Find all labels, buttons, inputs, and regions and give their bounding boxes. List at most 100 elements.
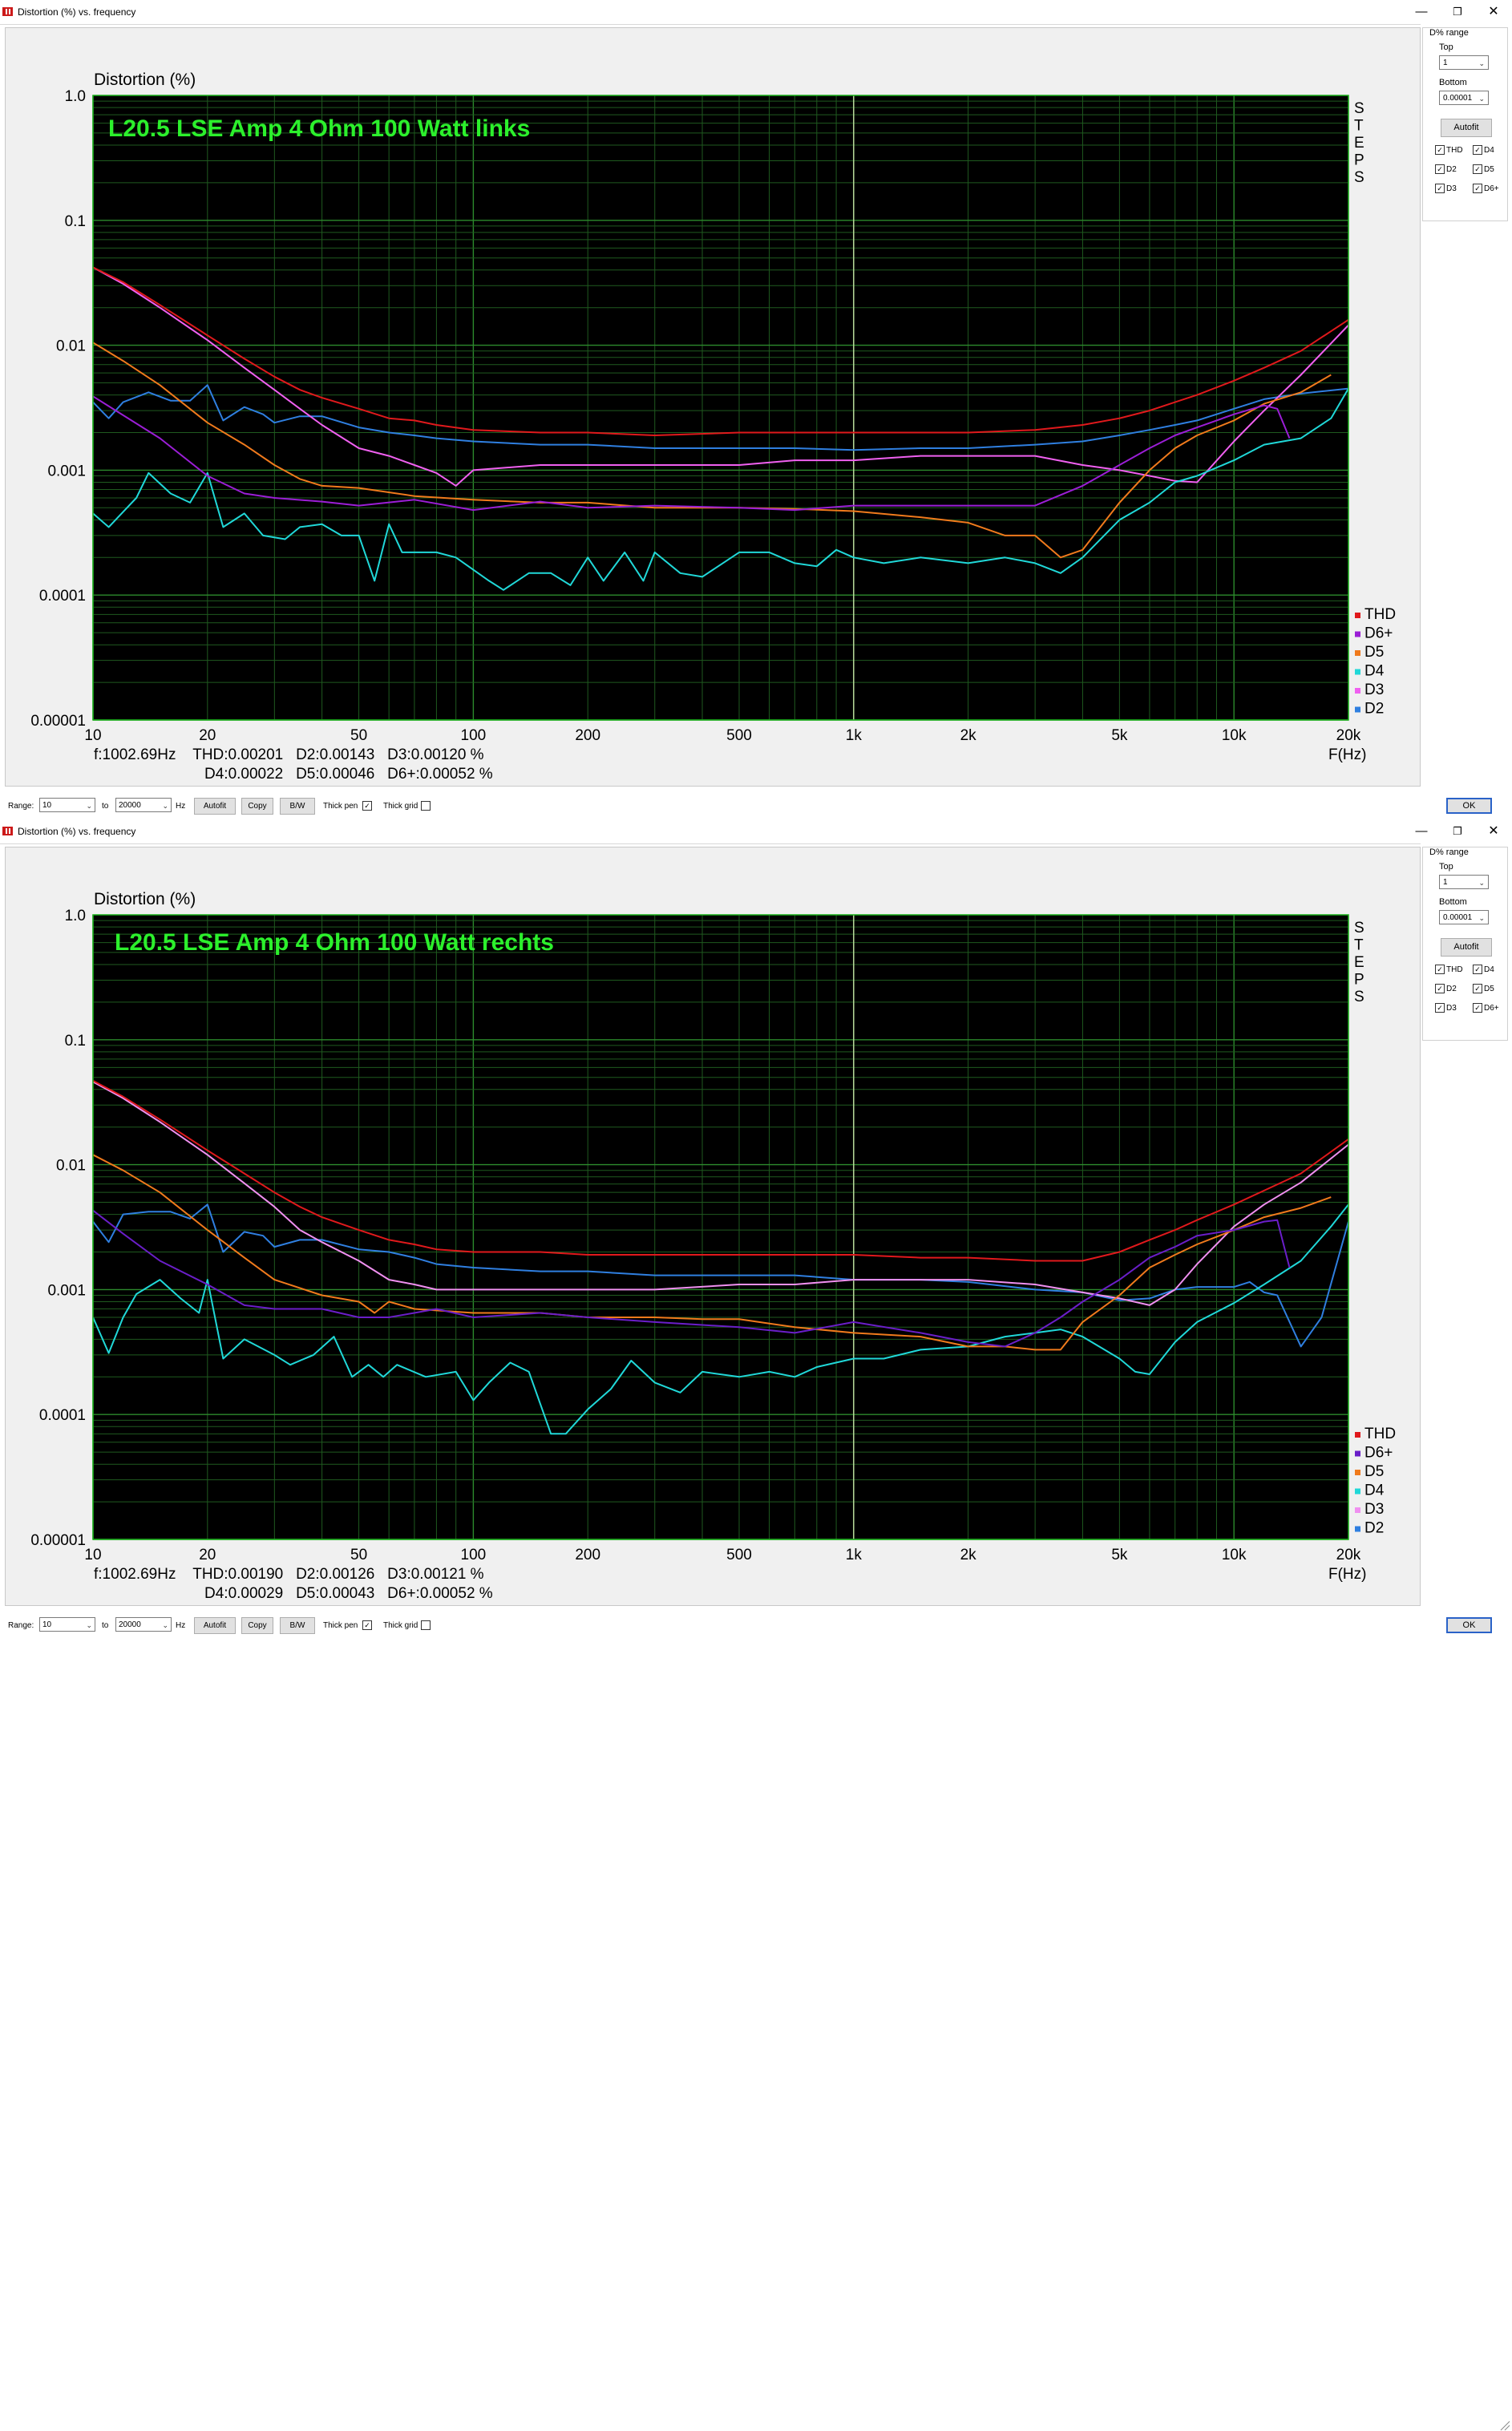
bw-button[interactable]: B/W bbox=[280, 798, 315, 815]
legend-label: D2 bbox=[1364, 701, 1384, 718]
checkbox-d3[interactable]: ✓ D3 bbox=[1435, 184, 1457, 193]
series-line-d4 bbox=[92, 1203, 1349, 1435]
steps-letter: T bbox=[1354, 118, 1364, 135]
y-axis-title: Distortion (%) bbox=[94, 890, 196, 908]
x-tick-label: 20k bbox=[1336, 727, 1361, 744]
title-bar: Distortion (%) vs. frequency — ❐ ✕ bbox=[0, 819, 1512, 844]
top-select[interactable]: 1 ⌄ bbox=[1439, 875, 1489, 889]
legend-swatch bbox=[1355, 1432, 1360, 1438]
checkbox-thd[interactable]: ✓ THD bbox=[1435, 965, 1463, 974]
x-tick-label: 20k bbox=[1336, 1547, 1361, 1563]
legend-swatch bbox=[1355, 650, 1360, 656]
range-to-select[interactable]: 20000 ⌄ bbox=[115, 798, 172, 812]
y-tick-label: 0.01 bbox=[56, 338, 86, 355]
checkbox-d4[interactable]: ✓ D4 bbox=[1473, 145, 1494, 155]
chart-area: Distortion (%) L20.5 LSE Amp 4 Ohm 100 W… bbox=[5, 847, 1421, 1606]
checkbox-d3[interactable]: ✓ D3 bbox=[1435, 1003, 1457, 1013]
plot-frame bbox=[92, 914, 1349, 1540]
legend-swatch bbox=[1355, 1470, 1360, 1475]
x-tick-label: 200 bbox=[575, 727, 600, 744]
thick-grid-checkbox[interactable] bbox=[421, 801, 431, 811]
minimize-icon[interactable]: — bbox=[1415, 824, 1428, 838]
y-tick-label: 0.0001 bbox=[39, 1407, 86, 1424]
x-tick-label: 100 bbox=[461, 727, 487, 744]
series-line-thd bbox=[92, 1080, 1349, 1262]
ok-button[interactable]: OK bbox=[1446, 798, 1492, 814]
x-tick-label: 500 bbox=[726, 1547, 752, 1563]
y-tick-label: 0.1 bbox=[65, 1033, 86, 1050]
x-tick-labels: 10 20 50 100 200 500 1k 2k 5k 10k 20k bbox=[84, 727, 1360, 744]
x-tick-label: 10k bbox=[1222, 1547, 1247, 1563]
ok-button[interactable]: OK bbox=[1446, 1617, 1492, 1633]
d-range-group: D% range Top 1 ⌄ Bottom 0.00001 ⌄ Autofit … bbox=[1422, 27, 1508, 221]
checkbox-icon: ✓ bbox=[1473, 164, 1482, 174]
steps-letter: E bbox=[1354, 135, 1364, 152]
close-icon[interactable]: ✕ bbox=[1488, 824, 1499, 838]
range-from-select[interactable]: 10 ⌄ bbox=[39, 798, 95, 812]
top-label: Top bbox=[1439, 862, 1453, 872]
chevron-down-icon: ⌄ bbox=[1478, 914, 1485, 922]
distortion-chart: Distortion (%) L20.5 LSE Amp 4 Ohm 100 W… bbox=[30, 71, 1396, 783]
checkbox-icon: ✓ bbox=[1473, 145, 1482, 155]
autofit-button[interactable]: Autofit bbox=[194, 1617, 236, 1634]
d-range-label: D% range bbox=[1429, 28, 1469, 38]
legend-swatch bbox=[1355, 688, 1360, 694]
bw-button[interactable]: B/W bbox=[280, 1617, 315, 1634]
copy-button[interactable]: Copy bbox=[241, 798, 273, 815]
y-tick-label: 0.1 bbox=[65, 213, 86, 230]
top-label: Top bbox=[1439, 42, 1453, 52]
bottom-select[interactable]: 0.00001 ⌄ bbox=[1439, 91, 1489, 105]
autofit-range-button[interactable]: Autofit bbox=[1441, 119, 1492, 137]
chevron-down-icon: ⌄ bbox=[1478, 879, 1485, 887]
steps-letter: S bbox=[1354, 169, 1364, 186]
series-line-d6plus bbox=[92, 395, 1291, 512]
checkbox-d5[interactable]: ✓ D5 bbox=[1473, 164, 1494, 174]
range-from-select[interactable]: 10 ⌄ bbox=[39, 1617, 95, 1632]
close-icon[interactable]: ✕ bbox=[1488, 5, 1499, 18]
thick-pen-checkbox[interactable]: ✓ bbox=[362, 1620, 372, 1630]
bottom-select[interactable]: 0.00001 ⌄ bbox=[1439, 910, 1489, 924]
series-line-d2 bbox=[92, 384, 1349, 451]
top-select[interactable]: 1 ⌄ bbox=[1439, 55, 1489, 70]
legend-label: THD bbox=[1364, 606, 1396, 623]
checkbox-d5[interactable]: ✓ D5 bbox=[1473, 984, 1494, 993]
distortion-chart: Distortion (%) L20.5 LSE Amp 4 Ohm 100 W… bbox=[30, 890, 1396, 1602]
checkbox-d6plus[interactable]: ✓ D6+ bbox=[1473, 184, 1499, 193]
thick-pen-checkbox[interactable]: ✓ bbox=[362, 801, 372, 811]
range-to-select[interactable]: 20000 ⌄ bbox=[115, 1617, 172, 1632]
restore-icon[interactable]: ❐ bbox=[1453, 825, 1462, 837]
x-axis-title: F(Hz) bbox=[1328, 1566, 1366, 1583]
legend-label: D3 bbox=[1364, 1501, 1384, 1518]
checkbox-thd[interactable]: ✓ THD bbox=[1435, 145, 1463, 155]
series-line-d5 bbox=[92, 1154, 1332, 1351]
autofit-range-button[interactable]: Autofit bbox=[1441, 938, 1492, 957]
checkbox-icon: ✓ bbox=[1435, 184, 1445, 193]
chevron-down-icon: ⌄ bbox=[1478, 59, 1485, 67]
legend-swatch bbox=[1355, 613, 1360, 618]
autofit-button[interactable]: Autofit bbox=[194, 798, 236, 815]
chevron-down-icon: ⌄ bbox=[162, 802, 168, 810]
hz-label: Hz bbox=[176, 802, 186, 811]
legend-label: D2 bbox=[1364, 1520, 1384, 1537]
legend-label: D5 bbox=[1364, 1463, 1384, 1480]
minimize-icon[interactable]: — bbox=[1415, 5, 1428, 18]
thick-grid-checkbox[interactable] bbox=[421, 1620, 431, 1630]
checkbox-d6plus[interactable]: ✓ D6+ bbox=[1473, 1003, 1499, 1013]
x-tick-label: 10 bbox=[84, 1547, 101, 1563]
plot-grid bbox=[92, 915, 1349, 1540]
resize-grip-icon[interactable] bbox=[1499, 2420, 1510, 2431]
steps-letter: S bbox=[1354, 100, 1364, 117]
legend-swatch bbox=[1355, 1488, 1360, 1495]
checkbox-d4[interactable]: ✓ D4 bbox=[1473, 965, 1494, 974]
x-tick-label: 20 bbox=[199, 1547, 216, 1563]
checkbox-icon: ✓ bbox=[1473, 184, 1482, 193]
side-panel: D% range Top 1 ⌄ Bottom 0.00001 ⌄ Autofit … bbox=[1421, 843, 1512, 1639]
checkbox-icon: ✓ bbox=[1435, 1003, 1445, 1013]
app-icon bbox=[2, 7, 13, 16]
copy-button[interactable]: Copy bbox=[241, 1617, 273, 1634]
checkbox-d2[interactable]: ✓ D2 bbox=[1435, 984, 1457, 993]
thick-grid-label: Thick grid bbox=[383, 1621, 418, 1630]
restore-icon[interactable]: ❐ bbox=[1453, 6, 1462, 18]
checkbox-d2[interactable]: ✓ D2 bbox=[1435, 164, 1457, 174]
chart-area: Distortion (%) L20.5 LSE Amp 4 Ohm 100 W… bbox=[5, 27, 1421, 787]
